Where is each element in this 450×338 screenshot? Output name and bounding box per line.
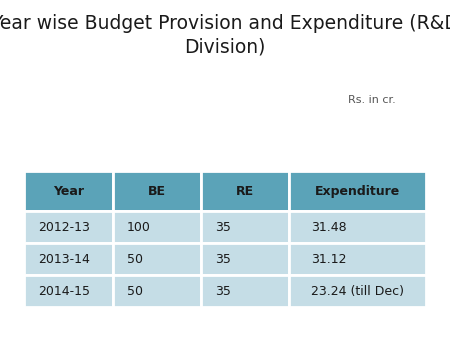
Text: 31.12: 31.12: [311, 253, 346, 266]
Text: 2013-14: 2013-14: [38, 253, 90, 266]
Text: RE: RE: [236, 185, 254, 198]
Bar: [289, 243, 426, 275]
Text: Year wise Budget Provision and Expenditure (R&D
Division): Year wise Budget Provision and Expenditu…: [0, 14, 450, 56]
Text: 50: 50: [126, 285, 143, 298]
Text: Year: Year: [53, 185, 84, 198]
Bar: [24, 275, 112, 307]
Text: 100: 100: [126, 221, 150, 234]
Text: 35: 35: [215, 221, 231, 234]
Text: 2012-13: 2012-13: [38, 221, 90, 234]
Bar: [289, 171, 426, 211]
Bar: [201, 275, 289, 307]
Text: BE: BE: [148, 185, 166, 198]
Text: 35: 35: [215, 253, 231, 266]
Text: Rs. in cr.: Rs. in cr.: [348, 95, 396, 105]
Text: Expenditure: Expenditure: [315, 185, 400, 198]
Bar: [24, 211, 112, 243]
Text: 50: 50: [126, 253, 143, 266]
Text: 23.24 (till Dec): 23.24 (till Dec): [311, 285, 404, 298]
Bar: [289, 211, 426, 243]
Bar: [201, 171, 289, 211]
Bar: [201, 243, 289, 275]
Text: 2014-15: 2014-15: [38, 285, 90, 298]
Text: 31.48: 31.48: [311, 221, 347, 234]
Bar: [289, 275, 426, 307]
Bar: [112, 171, 201, 211]
Bar: [24, 171, 112, 211]
Bar: [24, 243, 112, 275]
Bar: [112, 211, 201, 243]
Bar: [112, 275, 201, 307]
Bar: [112, 243, 201, 275]
Text: 35: 35: [215, 285, 231, 298]
Bar: [201, 211, 289, 243]
